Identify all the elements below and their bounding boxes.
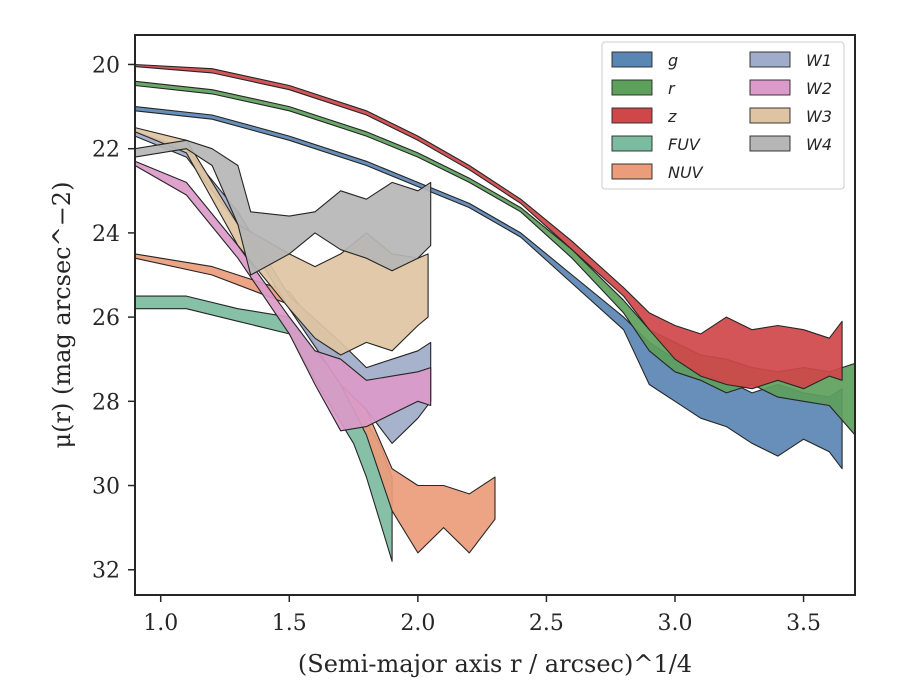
legend-swatch-fuv (611, 135, 653, 152)
y-tick-label: 20 (92, 53, 120, 78)
y-tick-label: 26 (92, 306, 120, 331)
legend-swatch-nuv (611, 163, 653, 180)
y-axis-title: μ(r) (mag arcsec^−2) (48, 182, 76, 449)
legend-label-r: r (668, 79, 676, 98)
y-tick-label: 22 (92, 138, 120, 163)
legend-swatch-w4 (749, 135, 791, 152)
legend-box (601, 41, 845, 190)
legend-swatch-w1 (749, 51, 791, 68)
x-tick-label: 1.5 (272, 611, 307, 636)
x-tick-label: 2.5 (529, 611, 564, 636)
y-tick-label: 32 (92, 559, 120, 584)
legend-label-nuv: NUV (668, 163, 704, 182)
x-axis-title: (Semi-major axis r / arcsec)^1/4 (298, 650, 692, 678)
legend-swatch-g (611, 51, 653, 68)
y-tick-label: 30 (92, 475, 120, 500)
legend: grz FUV NUV W1 W2 W3 W4 (601, 41, 845, 190)
x-axis: 1.0 1.5 2.0 2.5 3.0 3.5 (143, 595, 821, 636)
legend-label-z: z (667, 107, 677, 126)
y-tick-label: 28 (92, 390, 120, 415)
series-areas (134, 63, 856, 562)
x-tick-label: 3.5 (786, 611, 821, 636)
legend-swatch-r (611, 79, 653, 96)
legend-label-w4: W4 (806, 135, 832, 154)
series-area-w2 (134, 160, 432, 432)
plot-frame (134, 34, 856, 596)
legend-label-fuv: FUV (668, 135, 701, 154)
legend-label-w1: W1 (806, 51, 832, 70)
legend-swatch-w2 (749, 79, 791, 96)
y-axis: 20 22 24 26 28 30 32 (92, 53, 135, 584)
x-tick-label: 3.0 (658, 611, 693, 636)
legend-swatch-w3 (749, 107, 791, 124)
legend-label-w2: W2 (806, 79, 832, 98)
series-area-z (134, 63, 843, 390)
x-tick-label: 1.0 (143, 611, 178, 636)
series-area-g (134, 106, 843, 470)
x-tick-label: 2.0 (400, 611, 435, 636)
legend-label-g: g (668, 51, 678, 70)
series-area-w4 (134, 139, 432, 276)
legend-swatch-z (611, 107, 653, 124)
y-tick-label: 24 (92, 222, 120, 247)
legend-label-w3: W3 (806, 107, 832, 126)
